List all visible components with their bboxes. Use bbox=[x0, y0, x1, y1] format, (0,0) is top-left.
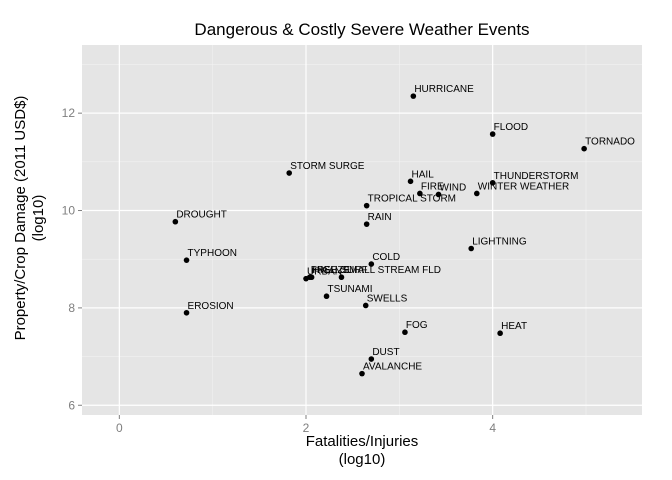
x-tick-label: 2 bbox=[303, 421, 310, 435]
point-label-heat: HEAT bbox=[501, 321, 527, 332]
point-labels: HURRICANE FLOOD TORNADO STORM SURGE HAIL THUN… bbox=[176, 84, 635, 373]
point-label-urban: URBAN bbox=[307, 267, 342, 278]
x-axis-title: Fatalities/Injuries bbox=[305, 433, 419, 450]
point-label-tsunami: TSUNAMI bbox=[328, 284, 373, 295]
point-avalanche bbox=[359, 370, 365, 377]
point-label-tropical-storm: TROPICAL STORM bbox=[368, 194, 456, 205]
y-tick-label: 6 bbox=[68, 398, 75, 412]
point-tropical-storm bbox=[363, 202, 370, 209]
point-small-stream-fld bbox=[338, 274, 345, 281]
point-fire bbox=[417, 190, 423, 197]
data-points bbox=[172, 93, 587, 377]
point-label-high-surf: HIGH SURF bbox=[313, 265, 368, 276]
point-winter-weather bbox=[474, 190, 480, 197]
point-typhoon bbox=[183, 257, 190, 263]
point-label-tornado: TORNADO bbox=[585, 137, 635, 148]
point-label-fire: FIRE bbox=[421, 181, 444, 192]
x-axis-subtitle: (log10) bbox=[338, 451, 386, 468]
y-axis-title: Property/Crop Damage (2011 USD$) bbox=[12, 95, 29, 341]
point-tsunami bbox=[323, 293, 330, 300]
point-label-erosion: EROSION bbox=[188, 301, 234, 312]
point-tornado bbox=[581, 145, 587, 152]
point-label-lightning: LIGHTNING bbox=[472, 237, 527, 248]
x-tick-label: 0 bbox=[116, 421, 123, 435]
point-swells bbox=[362, 302, 369, 309]
point-label-avalanche: AVALANCHE bbox=[363, 362, 422, 373]
point-label-swells: SWELLS bbox=[367, 293, 408, 304]
point-label-storm-surge: STORM SURGE bbox=[290, 161, 365, 172]
point-label-wind: WIND bbox=[440, 182, 467, 193]
chart-title: Dangerous & Costly Severe Weather Events bbox=[194, 20, 530, 39]
point-flood bbox=[489, 131, 496, 137]
point-erosion bbox=[183, 309, 190, 316]
point-hail bbox=[407, 178, 414, 185]
point-label-flood: FLOOD bbox=[494, 122, 528, 133]
point-label-fog: FOG bbox=[406, 320, 428, 331]
point-label-hail: HAIL bbox=[412, 169, 435, 180]
point-label-freeze: FREEZE bbox=[311, 265, 351, 276]
x-axis-label: Fatalities/Injuries (log10) bbox=[82, 433, 642, 469]
point-lightning bbox=[468, 245, 475, 252]
y-axis-subtitle: (log10) bbox=[30, 194, 47, 242]
point-label-rain: RAIN bbox=[368, 212, 392, 223]
plot-panel bbox=[82, 45, 642, 415]
point-high-surf bbox=[308, 274, 315, 281]
point-heat bbox=[497, 330, 503, 337]
point-label-cold: COLD bbox=[372, 252, 400, 263]
point-label-thunderstorm: THUNDERSTORM bbox=[494, 171, 579, 182]
grid-lines bbox=[82, 45, 642, 415]
point-cold bbox=[368, 261, 375, 267]
point-storm-surge bbox=[286, 170, 293, 176]
point-drought bbox=[172, 218, 179, 225]
point-label-dust: DUST bbox=[372, 347, 399, 358]
point-label-drought: DROUGHT bbox=[176, 210, 227, 221]
y-tick-label: 10 bbox=[62, 204, 76, 218]
axis-ticks: 0 2 4 6 8 10 12 bbox=[62, 106, 497, 435]
point-wind bbox=[435, 191, 442, 198]
point-label-winter-weather: WINTER WEATHER bbox=[478, 181, 569, 192]
x-tick-label: 4 bbox=[489, 421, 496, 435]
point-dust bbox=[368, 356, 375, 362]
point-label-hurricane: HURRICANE bbox=[414, 84, 474, 95]
point-label-small-stream-fld: SMALL STREAM FLD bbox=[342, 265, 441, 276]
point-hurricane bbox=[410, 93, 417, 99]
point-fog bbox=[402, 329, 408, 336]
point-label-typhoon: TYPHOON bbox=[188, 248, 237, 259]
y-tick-label: 12 bbox=[62, 106, 76, 120]
point-thunderstorm bbox=[489, 179, 496, 186]
point-rain bbox=[363, 221, 370, 227]
y-tick-label: 8 bbox=[68, 301, 75, 315]
